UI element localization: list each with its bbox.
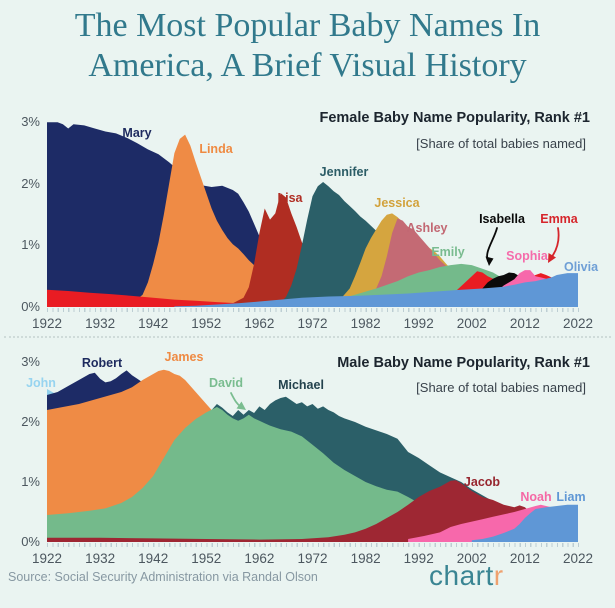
series-label-david: David	[208, 376, 244, 390]
female-chart-subtitle: [Share of total babies named]	[416, 136, 586, 151]
series-label-jessica: Jessica	[374, 196, 420, 210]
female-x-tick-label: 1942	[138, 316, 169, 331]
series-label-john: John	[26, 376, 56, 390]
female-x-tick-label: 1952	[191, 316, 222, 331]
poster-title: The Most Popular Baby Names In America, …	[0, 6, 615, 86]
female-x-tick-label: 1922	[31, 316, 63, 331]
series-label-olivia: Olivia	[563, 260, 599, 274]
male-x-tick-label: 1922	[31, 551, 63, 566]
series-label-linda: Linda	[199, 142, 233, 156]
series-label-isabella: Isabella	[479, 212, 525, 226]
area-lisa	[216, 193, 435, 307]
female-x-tick-label: 2022	[562, 316, 594, 331]
series-label-michael: Michael	[278, 378, 324, 392]
area-olivia	[174, 273, 578, 307]
male-x-tick-label: 1932	[85, 551, 116, 566]
male-x-tick-label: 1972	[297, 551, 328, 566]
female-x-tick-label: 2002	[456, 316, 487, 331]
male-y-tick-label: 1%	[21, 474, 40, 489]
male-y-tick-label: 0%	[21, 534, 40, 549]
series-label-liam: Liam	[556, 490, 586, 504]
male-chart-subtitle: [Share of total babies named]	[416, 380, 586, 395]
series-label-ashley: Ashley	[406, 221, 448, 235]
female-y-tick-label: 0%	[21, 299, 40, 314]
male-y-tick-label: 3%	[21, 354, 40, 369]
female-x-tick-label: 1982	[350, 316, 381, 331]
isabella-arrow	[486, 227, 498, 262]
isabella-arrow-head	[485, 256, 494, 266]
female-y-tick-label: 2%	[21, 175, 40, 191]
female-y-tick-label: 1%	[21, 237, 40, 253]
female-chart-title: Female Baby Name Popularity, Rank #1	[319, 110, 590, 126]
chartr-logo-accent: r	[493, 560, 504, 591]
area-jennifer	[270, 182, 578, 307]
source-credit: Source: Social Security Administration v…	[8, 570, 318, 584]
female-year-tick-strip	[47, 308, 579, 312]
male-chart-title: Male Baby Name Popularity, Rank #1	[337, 355, 590, 371]
title-line-1: The Most Popular Baby Names In	[74, 7, 541, 44]
area-david	[47, 407, 578, 542]
male-x-tick-label: 1952	[191, 551, 222, 566]
chartr-logo: chartr	[429, 560, 504, 592]
series-label-lisa: Lisa	[277, 191, 303, 205]
series-label-emma: Emma	[540, 212, 578, 226]
male-x-tick-label: 1942	[138, 551, 169, 566]
male-x-tick-label: 1982	[350, 551, 381, 566]
area-linda	[121, 134, 579, 307]
male-year-tick-strip	[47, 543, 579, 547]
david-arrow-head	[236, 401, 246, 410]
male-x-tick-label: 2002	[456, 551, 487, 566]
female-x-tick-label: 1972	[297, 316, 328, 331]
female-x-tick-label: 1962	[244, 316, 275, 331]
series-label-mary: Mary	[122, 126, 152, 140]
series-label-robert: Robert	[81, 356, 123, 370]
female-x-tick-label: 1932	[85, 316, 116, 331]
female-x-tick-label: 2012	[509, 316, 540, 331]
series-label-jennifer: Jennifer	[319, 165, 369, 179]
emma-arrow	[550, 227, 560, 259]
area-jacob	[47, 480, 578, 542]
chartr-logo-main: chart	[429, 560, 494, 591]
female-x-tick-label: 1992	[403, 316, 434, 331]
series-label-james: James	[164, 350, 204, 364]
area-liam	[471, 504, 578, 542]
series-label-emily: Emily	[431, 245, 465, 259]
title-line-2: America, A Brief Visual History	[88, 47, 527, 85]
series-label-jacob: Jacob	[463, 475, 501, 489]
series-label-sophia: Sophia	[506, 249, 548, 263]
male-x-tick-label: 2022	[562, 551, 594, 566]
male-y-tick-label: 2%	[21, 414, 40, 429]
series-label-noah: Noah	[520, 490, 552, 504]
male-x-tick-label: 2012	[509, 551, 540, 566]
female-y-tick-label: 3%	[21, 114, 40, 130]
emma-arrow-head	[548, 253, 556, 263]
male-x-tick-label: 1992	[403, 551, 434, 566]
chart-divider-dotted-line	[4, 336, 611, 338]
male-x-tick-label: 1962	[244, 551, 275, 566]
